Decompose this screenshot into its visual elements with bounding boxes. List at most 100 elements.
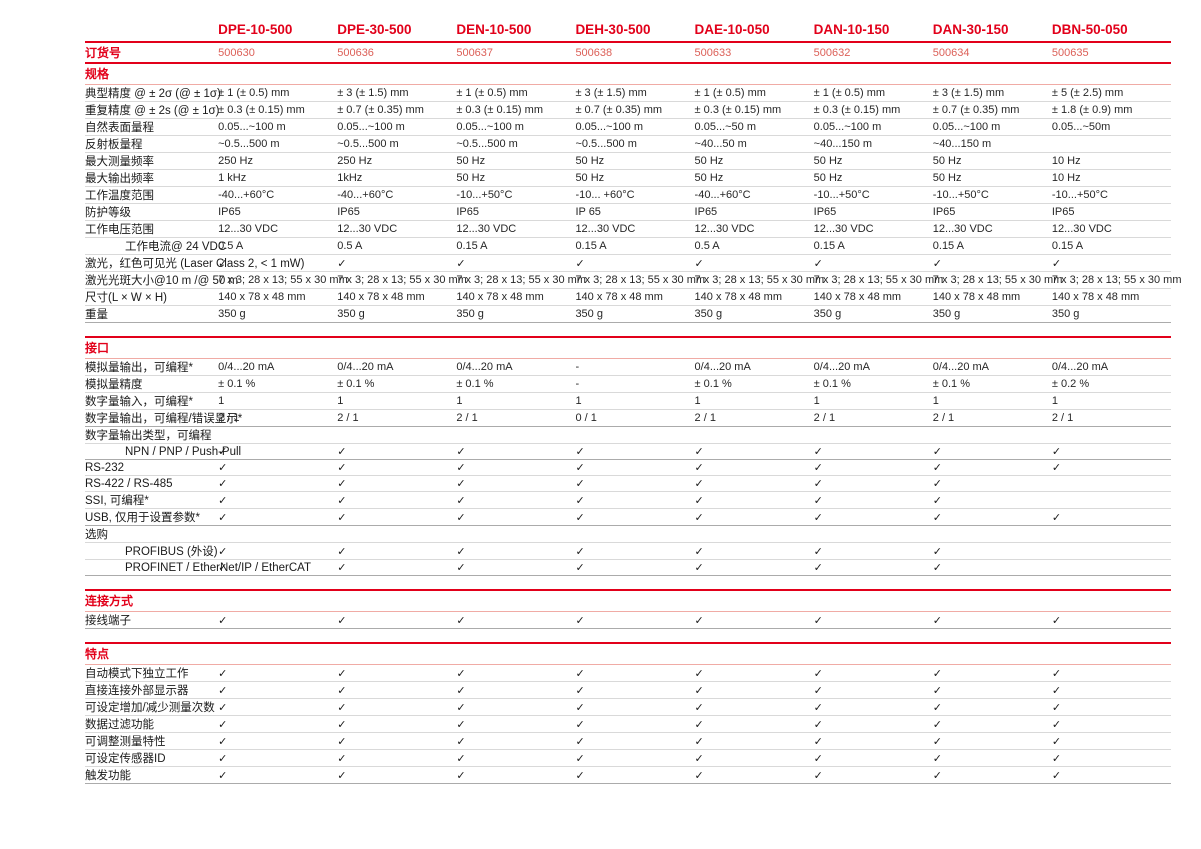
row-label: RS-422 / RS-485	[85, 475, 219, 492]
spec-cell: ✓	[694, 681, 814, 699]
check-icon: ✓	[456, 718, 466, 731]
spec-cell: ✓	[694, 698, 814, 716]
spec-cell: ✓	[694, 475, 814, 492]
order-number-row: 订货号 500630 500636 500637 500638 500633 500632 5…	[85, 42, 1171, 64]
spec-cell: ✓	[694, 459, 814, 476]
spec-cell: 12...30 VDC	[694, 220, 814, 238]
row-label: 激光，红色可见光 (Laser Class 2, < 1 mW)	[85, 254, 305, 272]
check-icon: ✓	[1051, 446, 1062, 458]
spec-cell: ✓	[575, 559, 695, 576]
table-row: 工作温度范围 -40...+60°C -40...+60°C -10...+50°C -…	[85, 186, 1171, 204]
spec-cell: -40...+60°C	[694, 186, 814, 204]
spec-cell: ✓	[1051, 715, 1171, 733]
spec-cell: 0.05...~100 m	[218, 118, 338, 136]
check-icon: ✓	[932, 735, 942, 748]
check-icon: ✓	[456, 545, 466, 558]
spec-cell: ± 1 (± 0.5) mm	[218, 84, 338, 102]
check-icon: ✓	[456, 511, 466, 524]
spec-cell: 1	[218, 392, 338, 410]
table-row: SSI, 可编程* ✓ ✓ ✓ ✓ ✓ ✓ ✓	[85, 491, 1171, 509]
row-label: 重量	[85, 305, 219, 323]
spec-cell: ✓	[456, 732, 576, 750]
product-column-header: DEH-30-500	[575, 22, 695, 43]
spec-cell: 10 Hz	[1051, 152, 1171, 170]
check-icon: ✓	[813, 684, 823, 697]
check-icon: ✓	[932, 684, 942, 697]
spec-cell: ✓	[218, 559, 338, 576]
row-label: RS-232	[85, 459, 219, 476]
spec-cell: ± 3 (± 1.5) mm	[932, 84, 1052, 102]
spec-cell: ± 3 (± 1.5) mm	[575, 84, 695, 102]
spec-cell: 350 g	[694, 305, 814, 323]
table-row: 可调整测量特性 ✓ ✓ ✓ ✓ ✓ ✓ ✓ ✓	[85, 732, 1171, 750]
spec-cell: ✓	[813, 698, 933, 716]
spec-cell: 0.05...~50m	[1051, 118, 1171, 136]
row-label: 工作电流@ 24 VDC	[85, 237, 226, 255]
spec-cell: ± 1.8 (± 0.9) mm	[1051, 101, 1171, 119]
table-row: NPN / PNP / Push-Pull ✓ ✓ ✓ ✓ ✓ ✓ ✓ ✓	[85, 443, 1171, 460]
spec-cell: IP65	[456, 203, 576, 221]
spec-cell: ± 0.3 (± 0.15) mm	[456, 101, 576, 119]
check-icon: ✓	[1051, 462, 1062, 474]
spec-cell: ± 0.1 %	[456, 375, 576, 393]
spec-cell: ✓	[456, 698, 576, 716]
spec-cell: IP65	[337, 203, 457, 221]
spec-cell: ✓	[575, 254, 695, 272]
row-label: 典型精度 @ ± 2σ (@ ± 1σ)	[85, 84, 221, 102]
spec-cell: -	[575, 358, 695, 376]
check-icon: ✓	[694, 494, 704, 507]
spec-cell: 0/4...20 mA	[337, 358, 457, 376]
product-name: DAN-10-150	[813, 22, 890, 37]
spec-cell: ✓	[218, 611, 338, 629]
table-row: 重复精度 @ ± 2s (@ ± 1σ) ± 0.3 (± 0.15) mm ± 0…	[85, 101, 1171, 119]
spec-cell: ✓	[1051, 681, 1171, 699]
spec-cell	[1051, 542, 1171, 560]
spec-cell: -10...+50°C	[813, 186, 933, 204]
spec-cell	[456, 426, 576, 444]
spec-cell	[337, 525, 457, 543]
spec-cell: ✓	[932, 681, 1052, 699]
spec-cell: ✓	[932, 664, 1052, 682]
row-label: 数字量输出类型，可编程	[85, 426, 219, 444]
spec-cell: 2 / 1	[456, 409, 576, 427]
spec-cell: ✓	[1051, 766, 1171, 784]
spec-cell: ✓	[337, 508, 457, 526]
spec-cell: 0/4...20 mA	[218, 358, 338, 376]
section-title: 连接方式	[85, 589, 1171, 612]
spec-cell	[218, 426, 338, 444]
table-row: 最大测量频率 250 Hz 250 Hz 50 Hz 50 Hz 50 Hz 50 Hz 50…	[85, 152, 1171, 170]
spec-cell: 0.15 A	[456, 237, 576, 255]
section-title-row: 特点	[85, 642, 1171, 665]
spec-cell: 7 x 3; 28 x 13; 55 x 30 mm	[1051, 271, 1182, 289]
check-icon: ✓	[813, 718, 823, 731]
spec-cell: ± 1 (± 0.5) mm	[813, 84, 933, 102]
spec-cell: 140 x 78 x 48 mm	[694, 288, 814, 306]
spec-cell: ✓	[1051, 459, 1171, 476]
spec-cell: ✓	[218, 254, 338, 272]
spec-cell: 140 x 78 x 48 mm	[456, 288, 576, 306]
spec-cell	[218, 525, 338, 543]
check-icon: ✓	[1051, 614, 1062, 627]
row-label: 选购	[85, 525, 219, 543]
subsection-header-row: 数字量输出类型，可编程	[85, 426, 1171, 444]
spec-cell: ✓	[456, 715, 576, 733]
section-gap	[85, 629, 1171, 644]
check-icon: ✓	[575, 562, 585, 574]
spec-cell: ✓	[694, 732, 814, 750]
order-number: 500635	[1051, 42, 1171, 64]
spec-cell: ✓	[218, 698, 338, 716]
spec-cell: ✓	[456, 611, 576, 629]
spec-cell: ~0.5...500 m	[456, 135, 576, 153]
table-row: 激光，红色可见光 (Laser Class 2, < 1 mW) ✓ ✓ ✓ ✓ ✓ ✓ ✓ ✓	[85, 254, 1171, 272]
check-icon: ✓	[456, 752, 466, 765]
spec-cell: ✓	[694, 254, 814, 272]
spec-cell: ✓	[456, 491, 576, 509]
spec-cell: 2 / 1	[932, 409, 1052, 427]
spec-cell: ✓	[932, 611, 1052, 629]
spec-cell: ✓	[337, 715, 457, 733]
product-name-row: DPE-10-500 DPE-30-500 DEN-10-500 DEH-30-500…	[85, 22, 1171, 43]
spec-cell: 2 / 1	[337, 409, 457, 427]
spec-cell: 0.05...~100 m	[813, 118, 933, 136]
table-header: DPE-10-500 DPE-30-500 DEN-10-500 DEH-30-500…	[85, 22, 1171, 64]
